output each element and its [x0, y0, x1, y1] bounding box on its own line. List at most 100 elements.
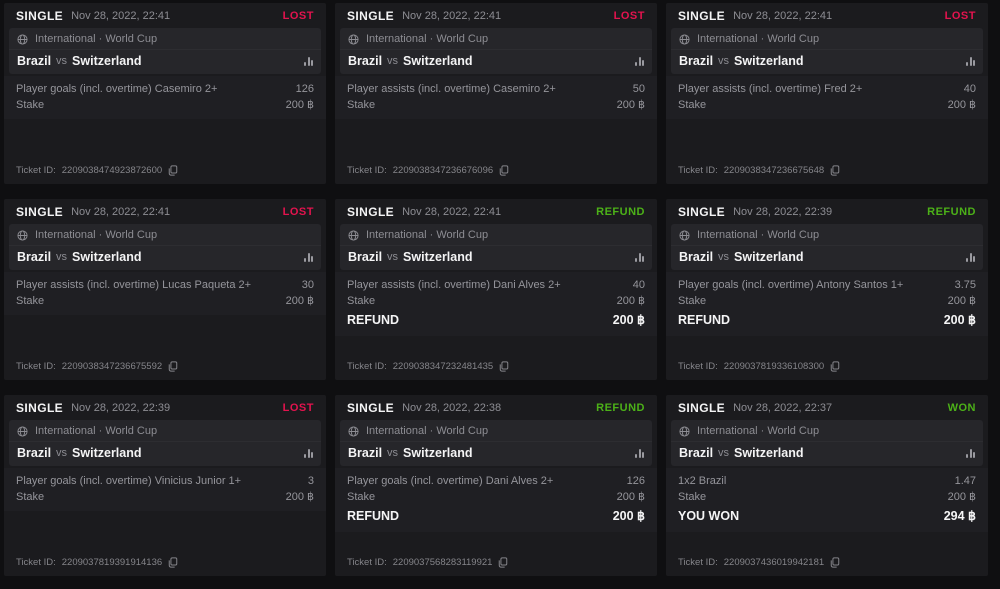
match-panel: International · World Cup Brazil vs Swit…: [340, 28, 652, 74]
ticket-id-value: 2209038347236675648: [723, 165, 825, 176]
copy-icon[interactable]: [168, 361, 178, 372]
ticket-type-label: SINGLE: [678, 205, 726, 219]
match-panel: International · World Cup Brazil vs Swit…: [340, 420, 652, 466]
status-badge: LOST: [282, 10, 314, 22]
bet-ticket-card[interactable]: SINGLE Nov 28, 2022, 22:39 LOST Internat…: [4, 395, 326, 576]
globe-icon: [348, 229, 359, 241]
copy-icon[interactable]: [830, 557, 840, 568]
bet-ticket-card[interactable]: SINGLE Nov 28, 2022, 22:41 LOST Internat…: [4, 3, 326, 184]
globe-icon: [17, 33, 28, 45]
bar-chart-icon[interactable]: [635, 56, 644, 66]
bet-ticket-card[interactable]: SINGLE Nov 28, 2022, 22:41 REFUND Intern…: [335, 199, 657, 380]
bar-chart-icon[interactable]: [966, 252, 975, 262]
copy-icon[interactable]: [168, 165, 178, 176]
ticket-footer: Ticket ID: 2209038347236675592: [4, 361, 326, 380]
result-row: REFUND 200 ฿: [347, 311, 645, 330]
stake-row: Stake 200 ฿: [347, 489, 645, 505]
copy-icon[interactable]: [499, 361, 509, 372]
bet-odds-value: 40: [963, 83, 976, 95]
bet-section: 1x2 Brazil 1.47 Stake 200 ฿ YOU WON 294 …: [666, 468, 988, 532]
bar-chart-icon[interactable]: [304, 448, 313, 458]
away-team: Switzerland: [72, 446, 142, 460]
copy-icon[interactable]: [498, 557, 508, 568]
bet-ticket-card[interactable]: SINGLE Nov 28, 2022, 22:41 LOST Internat…: [666, 3, 988, 184]
bet-market-label: Player assists (incl. overtime) Casemiro…: [347, 83, 556, 95]
stake-value: 200 ฿: [616, 491, 645, 503]
status-badge: REFUND: [596, 206, 645, 218]
stake-label: Stake: [16, 295, 45, 307]
copy-icon[interactable]: [830, 165, 840, 176]
copy-icon[interactable]: [499, 165, 509, 176]
stake-value: 200 ฿: [285, 491, 314, 503]
bet-market-label: Player goals (incl. overtime) Casemiro 2…: [16, 83, 218, 95]
stake-label: Stake: [347, 491, 376, 503]
home-team: Brazil: [679, 54, 714, 68]
ticket-id-value: 2209038347236675592: [61, 361, 163, 372]
bet-market-label: Player assists (incl. overtime) Lucas Pa…: [16, 279, 252, 291]
bar-chart-icon[interactable]: [966, 56, 975, 66]
copy-icon[interactable]: [168, 557, 178, 568]
globe-icon: [679, 229, 690, 241]
bet-odds-value: 3: [307, 475, 314, 487]
bet-ticket-card[interactable]: SINGLE Nov 28, 2022, 22:38 REFUND Intern…: [335, 395, 657, 576]
ticket-id-value: 2209037819336108300: [723, 361, 825, 372]
league-label: International · World Cup: [35, 229, 158, 241]
ticket-type-label: SINGLE: [678, 9, 726, 23]
stake-label: Stake: [347, 99, 376, 111]
bet-ticket-card[interactable]: SINGLE Nov 28, 2022, 22:39 REFUND Intern…: [666, 199, 988, 380]
result-label: REFUND: [347, 509, 400, 523]
result-row: REFUND 200 ฿: [347, 507, 645, 526]
ticket-id-value: 2209038347236676096: [392, 165, 494, 176]
league-row: International · World Cup: [9, 420, 321, 442]
ticket-footer: Ticket ID: 2209037568283119921: [335, 557, 657, 576]
copy-icon[interactable]: [830, 361, 840, 372]
result-label: REFUND: [347, 313, 400, 327]
ticket-id-value: 2209037819391914136: [61, 557, 163, 568]
stake-value: 200 ฿: [947, 295, 976, 307]
card-spacer: [335, 336, 657, 361]
vs-label: vs: [387, 55, 399, 67]
match-panel: International · World Cup Brazil vs Swit…: [671, 224, 983, 270]
vs-label: vs: [718, 447, 730, 459]
match-row: Brazil vs Switzerland: [340, 246, 652, 270]
bet-odds-value: 126: [295, 83, 314, 95]
ticket-id-prefix: Ticket ID:: [347, 165, 387, 176]
ticket-id-prefix: Ticket ID:: [16, 361, 56, 372]
ticket-datetime: Nov 28, 2022, 22:38: [402, 402, 502, 414]
bet-ticket-card[interactable]: SINGLE Nov 28, 2022, 22:37 WON Internati…: [666, 395, 988, 576]
ticket-header: SINGLE Nov 28, 2022, 22:38 REFUND: [335, 395, 657, 420]
stake-row: Stake 200 ฿: [678, 489, 976, 505]
ticket-datetime: Nov 28, 2022, 22:41: [402, 10, 502, 22]
stake-label: Stake: [678, 295, 707, 307]
vs-label: vs: [387, 251, 399, 263]
ticket-type-label: SINGLE: [678, 401, 726, 415]
bar-chart-icon[interactable]: [304, 56, 313, 66]
ticket-id-prefix: Ticket ID:: [678, 361, 718, 372]
card-spacer: [4, 119, 326, 165]
bar-chart-icon[interactable]: [304, 252, 313, 262]
ticket-footer: Ticket ID: 2209038347236675648: [666, 165, 988, 184]
bet-section: Player assists (incl. overtime) Dani Alv…: [335, 272, 657, 336]
ticket-datetime: Nov 28, 2022, 22:37: [733, 402, 833, 414]
bar-chart-icon[interactable]: [635, 252, 644, 262]
ticket-id-prefix: Ticket ID:: [16, 165, 56, 176]
bar-chart-icon[interactable]: [966, 448, 975, 458]
league-label: International · World Cup: [366, 425, 489, 437]
bet-ticket-card[interactable]: SINGLE Nov 28, 2022, 22:41 LOST Internat…: [335, 3, 657, 184]
result-value: 200 ฿: [612, 509, 645, 523]
globe-icon: [348, 425, 359, 437]
bet-ticket-card[interactable]: SINGLE Nov 28, 2022, 22:41 LOST Internat…: [4, 199, 326, 380]
globe-icon: [679, 33, 690, 45]
stake-value: 200 ฿: [947, 99, 976, 111]
bar-chart-icon[interactable]: [635, 448, 644, 458]
bet-section: Player goals (incl. overtime) Casemiro 2…: [4, 76, 326, 119]
match-row: Brazil vs Switzerland: [9, 442, 321, 466]
away-team: Switzerland: [72, 54, 142, 68]
stake-row: Stake 200 ฿: [678, 97, 976, 113]
result-label: REFUND: [678, 313, 731, 327]
bet-market-label: Player assists (incl. overtime) Dani Alv…: [347, 279, 561, 291]
ticket-id-value: 2209038474923872600: [61, 165, 163, 176]
home-team: Brazil: [348, 54, 383, 68]
bet-row: Player assists (incl. overtime) Casemiro…: [347, 81, 645, 97]
